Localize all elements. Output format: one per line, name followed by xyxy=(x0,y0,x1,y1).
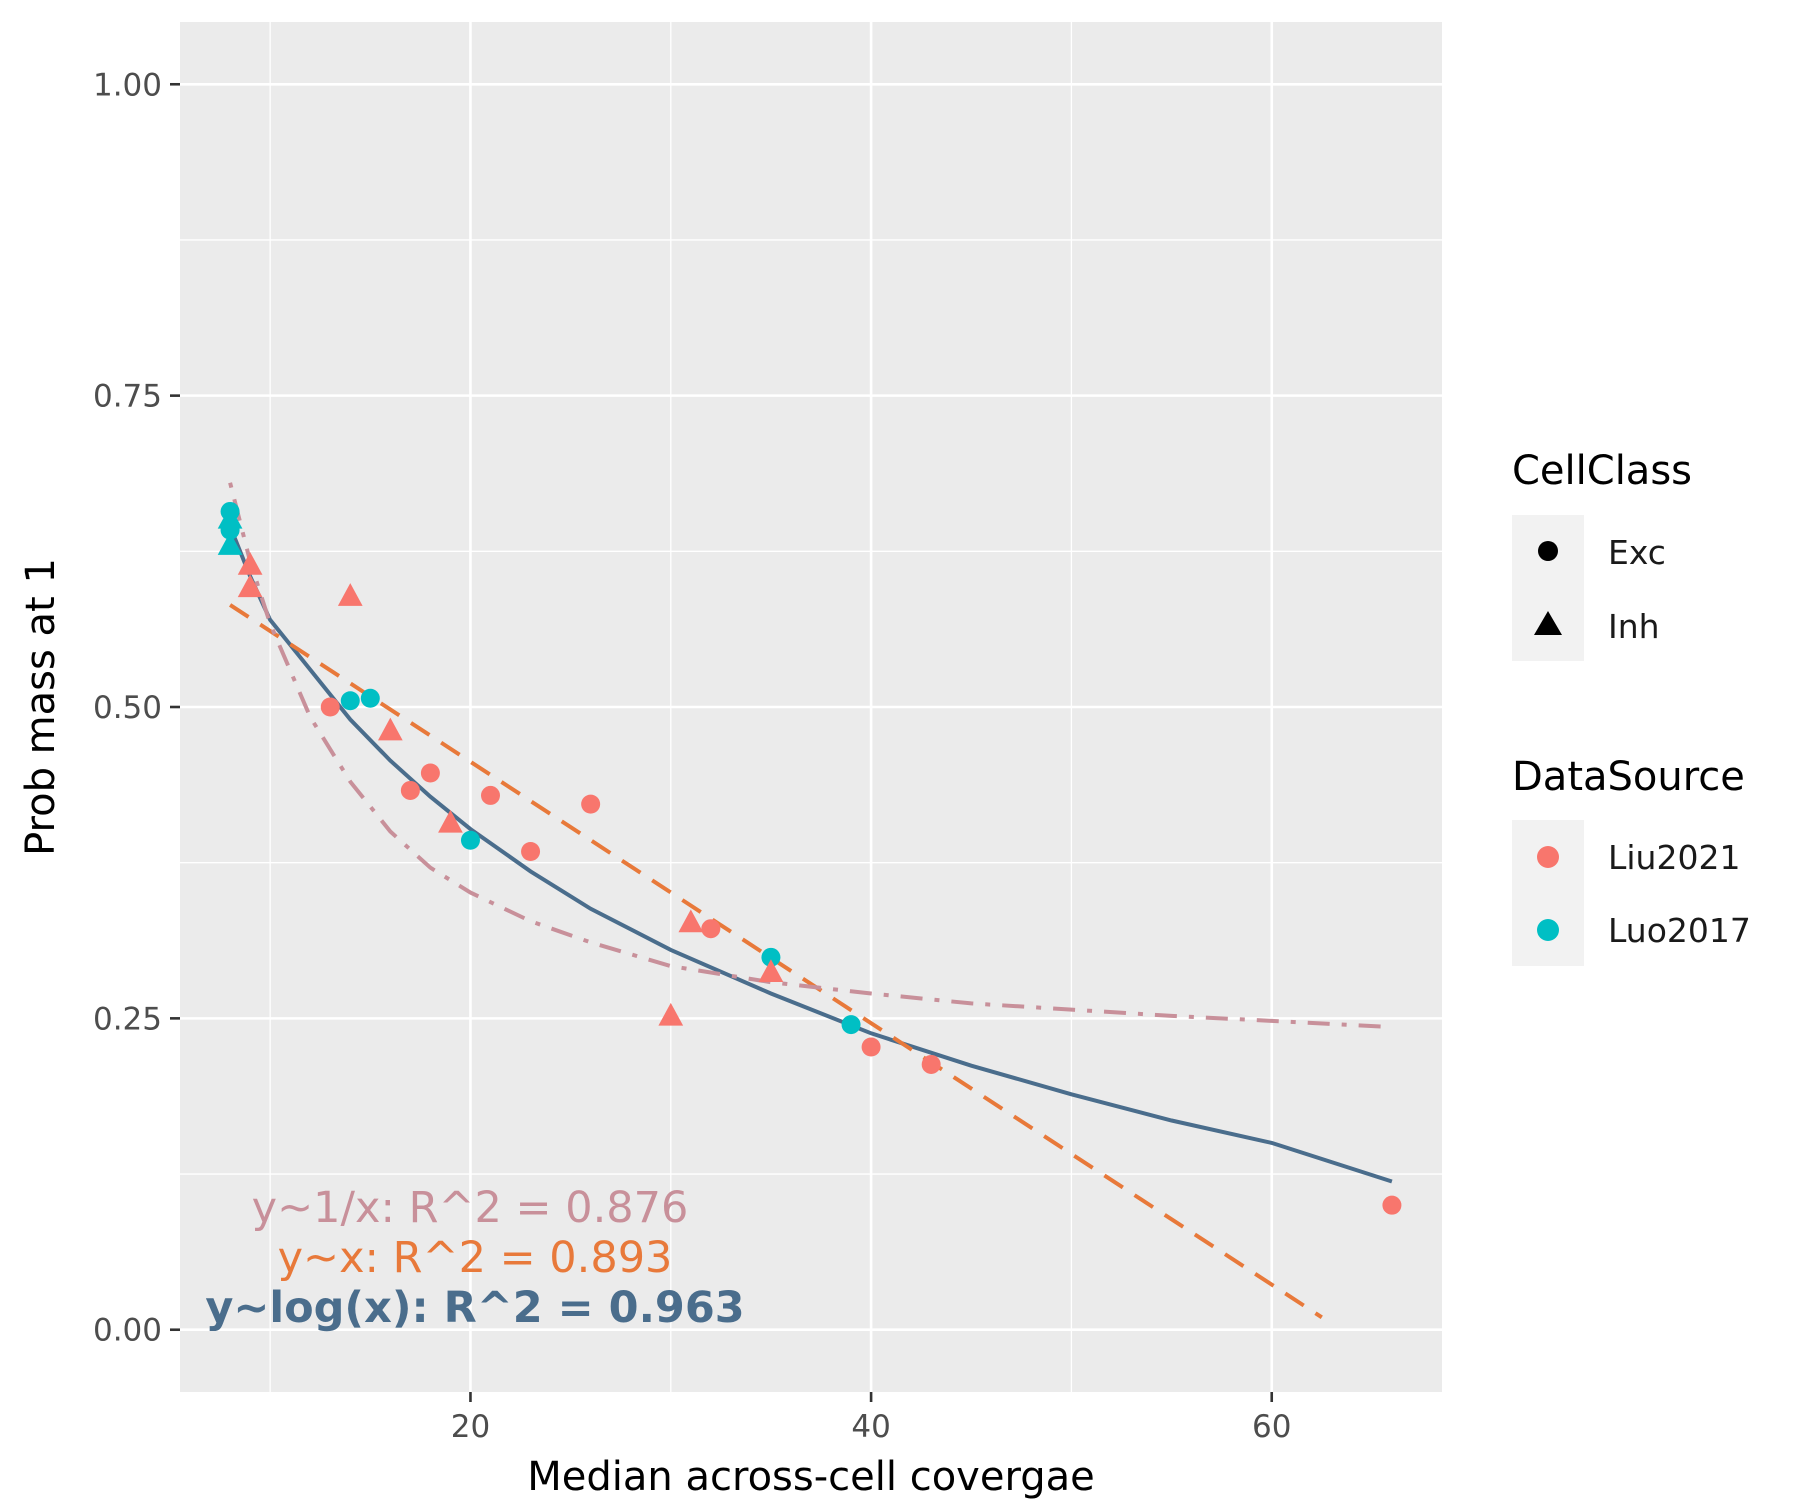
data-point xyxy=(1382,1195,1402,1215)
data-point xyxy=(237,574,263,598)
legend-label-exc: Exc xyxy=(1608,533,1666,572)
data-point xyxy=(217,505,243,529)
x-axis-title: Median across-cell covergae xyxy=(527,1454,1094,1500)
y-tick-label: 0.25 xyxy=(93,1001,162,1037)
legend-label-luo2017: Luo2017 xyxy=(1608,911,1751,950)
data-point xyxy=(400,780,420,800)
data-point xyxy=(360,688,380,708)
data-point xyxy=(217,532,243,555)
fit-line-reciprocal xyxy=(228,482,1393,1030)
fit-line-log xyxy=(228,525,1393,1184)
major-gridlines xyxy=(180,22,1442,1392)
legend-circle-icon xyxy=(1538,541,1558,561)
data-point xyxy=(320,697,340,717)
legend-label-liu2021: Liu2021 xyxy=(1608,838,1740,877)
x-axis: 20 40 60 xyxy=(451,1392,1291,1445)
data-point xyxy=(841,1015,861,1035)
annotation-reciprocal: y~1/x: R^2 = 0.876 xyxy=(252,1183,689,1233)
data-point xyxy=(701,919,721,939)
data-point xyxy=(761,947,781,967)
data-point xyxy=(460,830,480,850)
annotation-linear: y~x: R^2 = 0.893 xyxy=(278,1233,673,1283)
annotation-log: y~log(x): R^2 = 0.963 xyxy=(205,1283,744,1333)
legend-key-bg xyxy=(1512,515,1584,661)
data-point xyxy=(758,959,784,983)
x-tick-label: 40 xyxy=(851,1409,890,1445)
data-point xyxy=(438,809,463,833)
data-point xyxy=(237,552,263,575)
legend-key-bg xyxy=(1512,820,1584,966)
y-tick-label: 0.00 xyxy=(93,1313,162,1349)
data-points xyxy=(217,501,1402,1215)
y-tick-label: 0.75 xyxy=(93,379,162,415)
legend: CellClass Exc Inh DataSource Liu2021 Luo… xyxy=(1512,448,1751,966)
legend-liu2021-icon xyxy=(1537,846,1559,868)
y-tick-label: 1.00 xyxy=(93,67,162,103)
data-point xyxy=(861,1037,881,1057)
data-point xyxy=(678,909,704,933)
data-point xyxy=(420,763,440,783)
y-tick-label: 0.50 xyxy=(93,690,162,726)
data-point xyxy=(337,583,363,606)
y-axis: 0.00 0.25 0.50 0.75 1.00 xyxy=(93,67,180,1349)
data-point xyxy=(581,794,601,814)
x-tick-label: 20 xyxy=(451,1409,490,1445)
data-point xyxy=(658,1002,684,1026)
legend-title-datasource: DataSource xyxy=(1512,754,1745,800)
legend-title-cellclass: CellClass xyxy=(1512,448,1692,494)
legend-label-inh: Inh xyxy=(1608,607,1660,646)
legend-luo2017-icon xyxy=(1537,919,1559,941)
data-point xyxy=(480,785,500,805)
data-point xyxy=(921,1054,941,1074)
data-point xyxy=(340,691,360,711)
legend-triangle-icon xyxy=(1534,611,1562,635)
fit-annotations: y~1/x: R^2 = 0.876 y~x: R^2 = 0.893 y~lo… xyxy=(205,1183,744,1333)
y-axis-title: Prob mass at 1 xyxy=(18,558,64,856)
data-point xyxy=(521,841,541,861)
data-point xyxy=(377,717,403,741)
x-tick-label: 60 xyxy=(1252,1409,1291,1445)
